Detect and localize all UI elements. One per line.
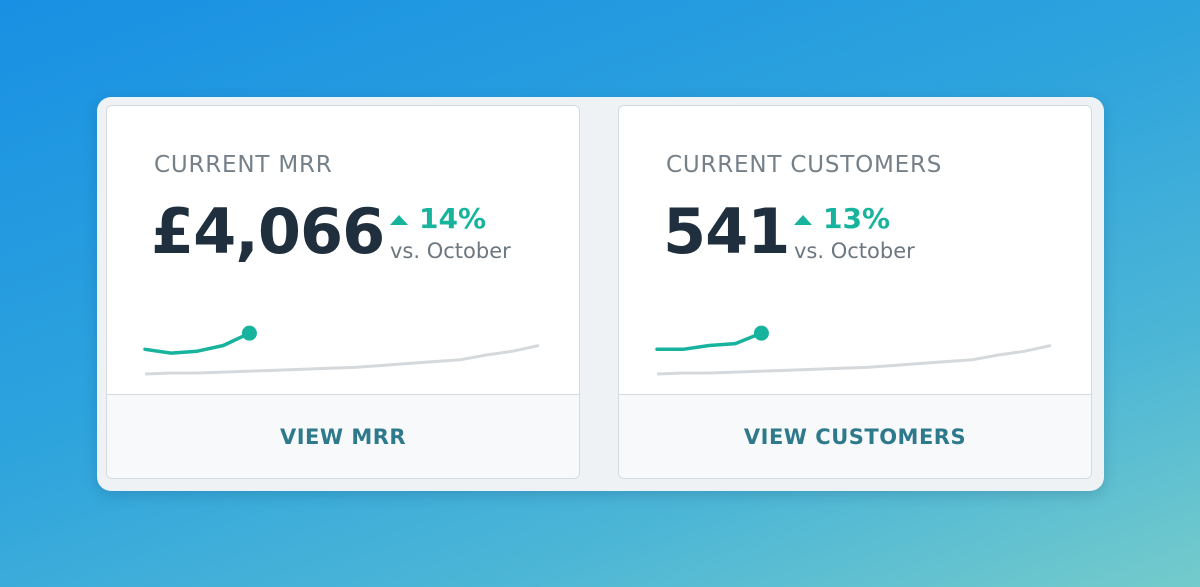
comparison-label: vs. October [794, 239, 915, 263]
triangle-up-icon [390, 215, 408, 225]
previous-period-line [144, 344, 540, 376]
current-period-line [143, 331, 252, 355]
view-customers-button[interactable]: VIEW CUSTOMERS [619, 394, 1091, 478]
comparison-label: vs. October [390, 239, 511, 263]
view-customers-label: VIEW CUSTOMERS [743, 424, 967, 449]
metric-value: 541 [663, 195, 790, 268]
mrr-card: CURRENT MRR £4,066 14% vs. October VIEW … [106, 105, 580, 479]
current-point-marker [753, 325, 769, 341]
card-title: CURRENT MRR [154, 152, 333, 178]
current-point-marker [241, 325, 257, 341]
change-indicator: 13% vs. October [794, 205, 915, 263]
customers-card: CURRENT CUSTOMERS 541 13% vs. October VI… [618, 105, 1092, 479]
card-title: CURRENT CUSTOMERS [666, 152, 943, 178]
view-mrr-label: VIEW MRR [279, 424, 407, 449]
sparkline [655, 325, 1052, 376]
sparkline [143, 325, 540, 376]
view-mrr-button[interactable]: VIEW MRR [107, 394, 579, 478]
change-indicator: 14% vs. October [390, 205, 511, 263]
triangle-up-icon [794, 215, 812, 225]
metric-value: £4,066 [151, 195, 385, 268]
change-percent: 14% [419, 202, 487, 235]
current-period-line [655, 331, 764, 352]
metrics-panel: CURRENT MRR £4,066 14% vs. October VIEW … [97, 97, 1104, 491]
previous-period-line [656, 344, 1052, 376]
change-percent: 13% [823, 202, 891, 235]
